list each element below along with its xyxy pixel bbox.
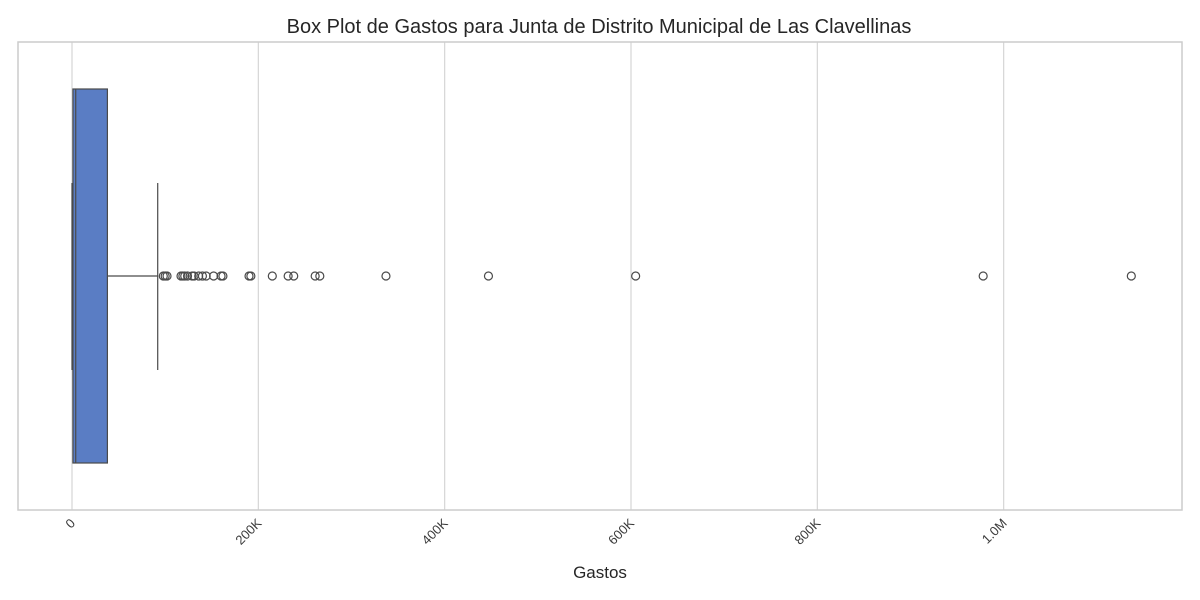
- plot-marks: [71, 88, 1136, 464]
- outlier-point: [197, 271, 208, 281]
- x-axis-ticks: 0 200K 400K 600K 800K 1.0M: [62, 515, 1009, 547]
- outlier-point: [310, 271, 320, 281]
- x-tick-label: 1.0M: [979, 516, 1010, 547]
- outlier-point: [160, 271, 170, 281]
- x-tick-label: 400K: [419, 515, 451, 547]
- outlier-point: [978, 271, 988, 281]
- plot-frame: [17, 41, 1183, 511]
- outlier-point: [315, 271, 325, 281]
- x-tick-label: 800K: [791, 515, 823, 547]
- outlier-point: [283, 271, 293, 281]
- x-tick-label: 0: [62, 516, 78, 532]
- outlier-point: [381, 271, 391, 281]
- outlier-point: [218, 271, 228, 281]
- outlier-point: [1126, 271, 1136, 281]
- outlier-point: [631, 271, 641, 281]
- outlier-point: [244, 271, 254, 281]
- outlier-point: [178, 271, 188, 281]
- outlier-point: [209, 271, 219, 281]
- outlier-point: [162, 271, 172, 281]
- chart-title: Box Plot de Gastos para Junta de Distrit…: [287, 16, 912, 38]
- grid-lines: [71, 42, 1005, 510]
- outlier-point: [267, 271, 277, 281]
- outlier-point: [289, 271, 299, 281]
- outlier-point: [216, 271, 226, 281]
- x-tick-label: 200K: [232, 515, 264, 547]
- x-axis-label: Gastos: [573, 563, 627, 582]
- iqr-box: [72, 88, 109, 464]
- outlier-point: [483, 271, 494, 281]
- outlier-point: [182, 271, 193, 281]
- x-tick-label: 600K: [605, 515, 637, 547]
- outlier-point: [246, 271, 256, 281]
